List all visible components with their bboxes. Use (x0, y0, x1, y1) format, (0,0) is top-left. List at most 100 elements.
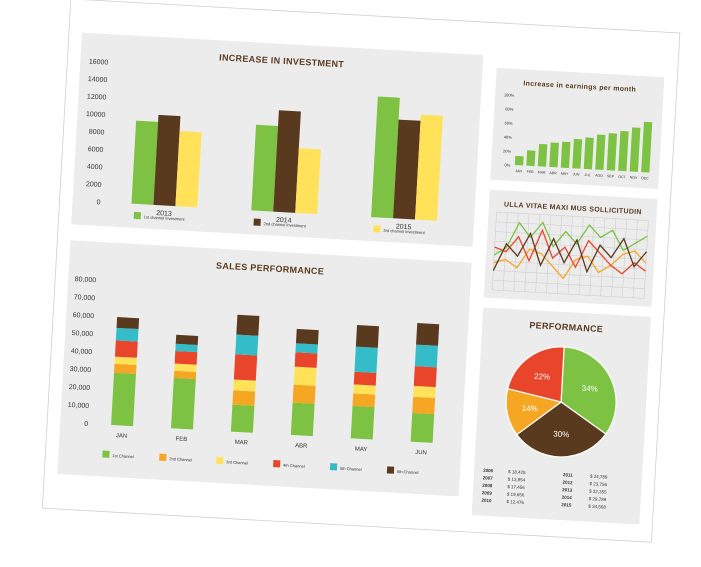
sales-bar-segment (414, 344, 439, 368)
pie-slice-label: 14% (522, 404, 538, 414)
investment-bar (175, 130, 202, 208)
tilted-sheet: INCREASE IN INVESTMENT 16000140001200010… (41, 0, 681, 543)
investment-y-tick: 6000 (88, 146, 104, 154)
sales-panel: SALES PERFORMANCE 80,00070,00060,00050,0… (57, 240, 472, 497)
sales-bar-segment (413, 385, 436, 398)
performance-table: 2006 $ 18,425 2007 $ 13,854 2008 $ 17,456 2009… (481, 468, 608, 510)
sales-bar-segment (353, 371, 377, 386)
sales-y-tick: 80,000 (75, 276, 97, 284)
sales-bar-segment (352, 393, 376, 408)
earnings-bar (537, 143, 548, 167)
sales-legend-swatch (159, 453, 167, 462)
pie-slice-label: 34% (582, 384, 598, 394)
earnings-x-tick: MAY (561, 172, 569, 176)
investment-bar (295, 148, 321, 215)
earnings-x-tick: ABR (549, 171, 557, 175)
investment-bar (393, 119, 421, 220)
sales-bar-segment (116, 317, 140, 330)
sales-x-tick: JUN (415, 450, 427, 457)
earnings-bar (583, 137, 594, 170)
sales-bar-segment (294, 352, 318, 368)
investment-y-tick: 2000 (86, 181, 102, 189)
sales-legend-swatch (216, 456, 224, 465)
investment-x-axis: 2013 2014 2015 (156, 210, 412, 231)
table-value: $ 18,425 (508, 469, 526, 475)
earnings-y-tick: 40% (504, 134, 513, 139)
sales-legend-swatch (273, 459, 281, 468)
investment-bars (131, 96, 443, 221)
lines-grid-v (632, 219, 638, 298)
table-value: $ 13,854 (508, 477, 526, 483)
investment-x-tick: 2014 (276, 217, 292, 225)
earnings-y-axis: 100% 80% 60% 40% 20% 0% (503, 92, 515, 167)
table-year: 2006 (483, 468, 494, 474)
lines-grid-v (546, 215, 552, 293)
lines-panel: ULLA VITAE MAXI MUS SOLLICITUDIN (483, 189, 658, 307)
investment-bar (251, 124, 279, 212)
sales-bar-segment (232, 390, 256, 406)
earnings-bar (560, 141, 571, 169)
earnings-bar (618, 130, 629, 172)
sales-bar-segment (353, 384, 376, 395)
table-value: $ 34,568 (588, 504, 606, 510)
earnings-y-tick: 100% (504, 92, 515, 98)
sales-bar-segment (115, 327, 139, 342)
sales-bar-segment (233, 354, 258, 381)
pie-slice-label: 22% (534, 372, 550, 382)
table-value: $ 19,656 (507, 492, 525, 498)
sales-bar-segment (416, 323, 440, 346)
table-year: 2007 (483, 475, 494, 481)
earnings-y-tick: 60% (504, 120, 513, 125)
earnings-y-tick: 80% (505, 106, 514, 111)
sales-bar-segment (354, 346, 378, 374)
investment-legend-label: 2nd channel investment (263, 221, 306, 228)
earnings-x-tick: JUL (584, 173, 590, 177)
investment-legend-swatch (373, 225, 381, 233)
sales-y-tick: 60,000 (73, 312, 95, 320)
sales-x-tick: FEB (175, 436, 187, 443)
performance-title: PERFORMANCE (529, 320, 603, 334)
pie-slice (560, 346, 617, 435)
sales-x-tick: MAR (234, 440, 248, 447)
lines-series-line (493, 221, 648, 256)
investment-legend-label: 1st channel investment (144, 214, 186, 221)
investment-legend: 1st channel investment 2nd channel invest… (133, 211, 426, 235)
lines-grid-v (491, 212, 497, 290)
earnings-x-tick: DEC (641, 176, 649, 180)
performance-pie: 34% 30% 14% 22% (505, 346, 617, 458)
earnings-bar (595, 134, 606, 170)
sales-bars (111, 314, 440, 443)
table-value: $ 29,789 (589, 496, 607, 502)
investment-y-axis: 16000 14000 12000 10000 8000 6000 4000 2000 0 (86, 59, 109, 207)
sales-y-tick: 0 (84, 421, 88, 428)
sales-bar-segment (174, 350, 198, 365)
earnings-x-tick: JAN (515, 169, 522, 173)
investment-legend-swatch (133, 211, 142, 220)
sales-legend-swatch (329, 463, 338, 471)
lines-grid-v (589, 217, 595, 296)
sales-bar-segment (413, 366, 437, 388)
sales-legend-label: 4th Channel (283, 463, 305, 469)
performance-panel: PERFORMANCE 34%30%14%22% 2006 $ 18,425200… (471, 307, 651, 525)
earnings-x-tick: FEB (527, 170, 535, 174)
earnings-bar (629, 127, 641, 172)
investment-panel: INCREASE IN INVESTMENT 16000140001200010… (71, 32, 484, 247)
sales-y-tick: 50,000 (72, 330, 94, 338)
investment-bar (131, 120, 159, 205)
sales-bar-segment (114, 363, 137, 374)
investment-x-tick: 2013 (156, 210, 172, 218)
sales-legend-label: 6th Channel (397, 469, 419, 475)
sales-bar-segment (290, 402, 315, 437)
earnings-bar (526, 150, 536, 167)
investment-bar (153, 114, 181, 207)
sales-legend: 1st Channel 2nd Channel 3rd Channel 4th Cha… (102, 450, 419, 475)
sales-bar-segment (410, 412, 435, 443)
investment-bar (371, 96, 400, 219)
sales-legend-swatch (386, 466, 395, 474)
sales-legend-label: 3rd Channel (226, 459, 248, 465)
lines-series (492, 221, 648, 280)
investment-bar (415, 114, 443, 221)
pie-slice (515, 401, 607, 458)
investment-y-tick: 4000 (87, 164, 103, 172)
table-year: 2008 (482, 483, 493, 489)
